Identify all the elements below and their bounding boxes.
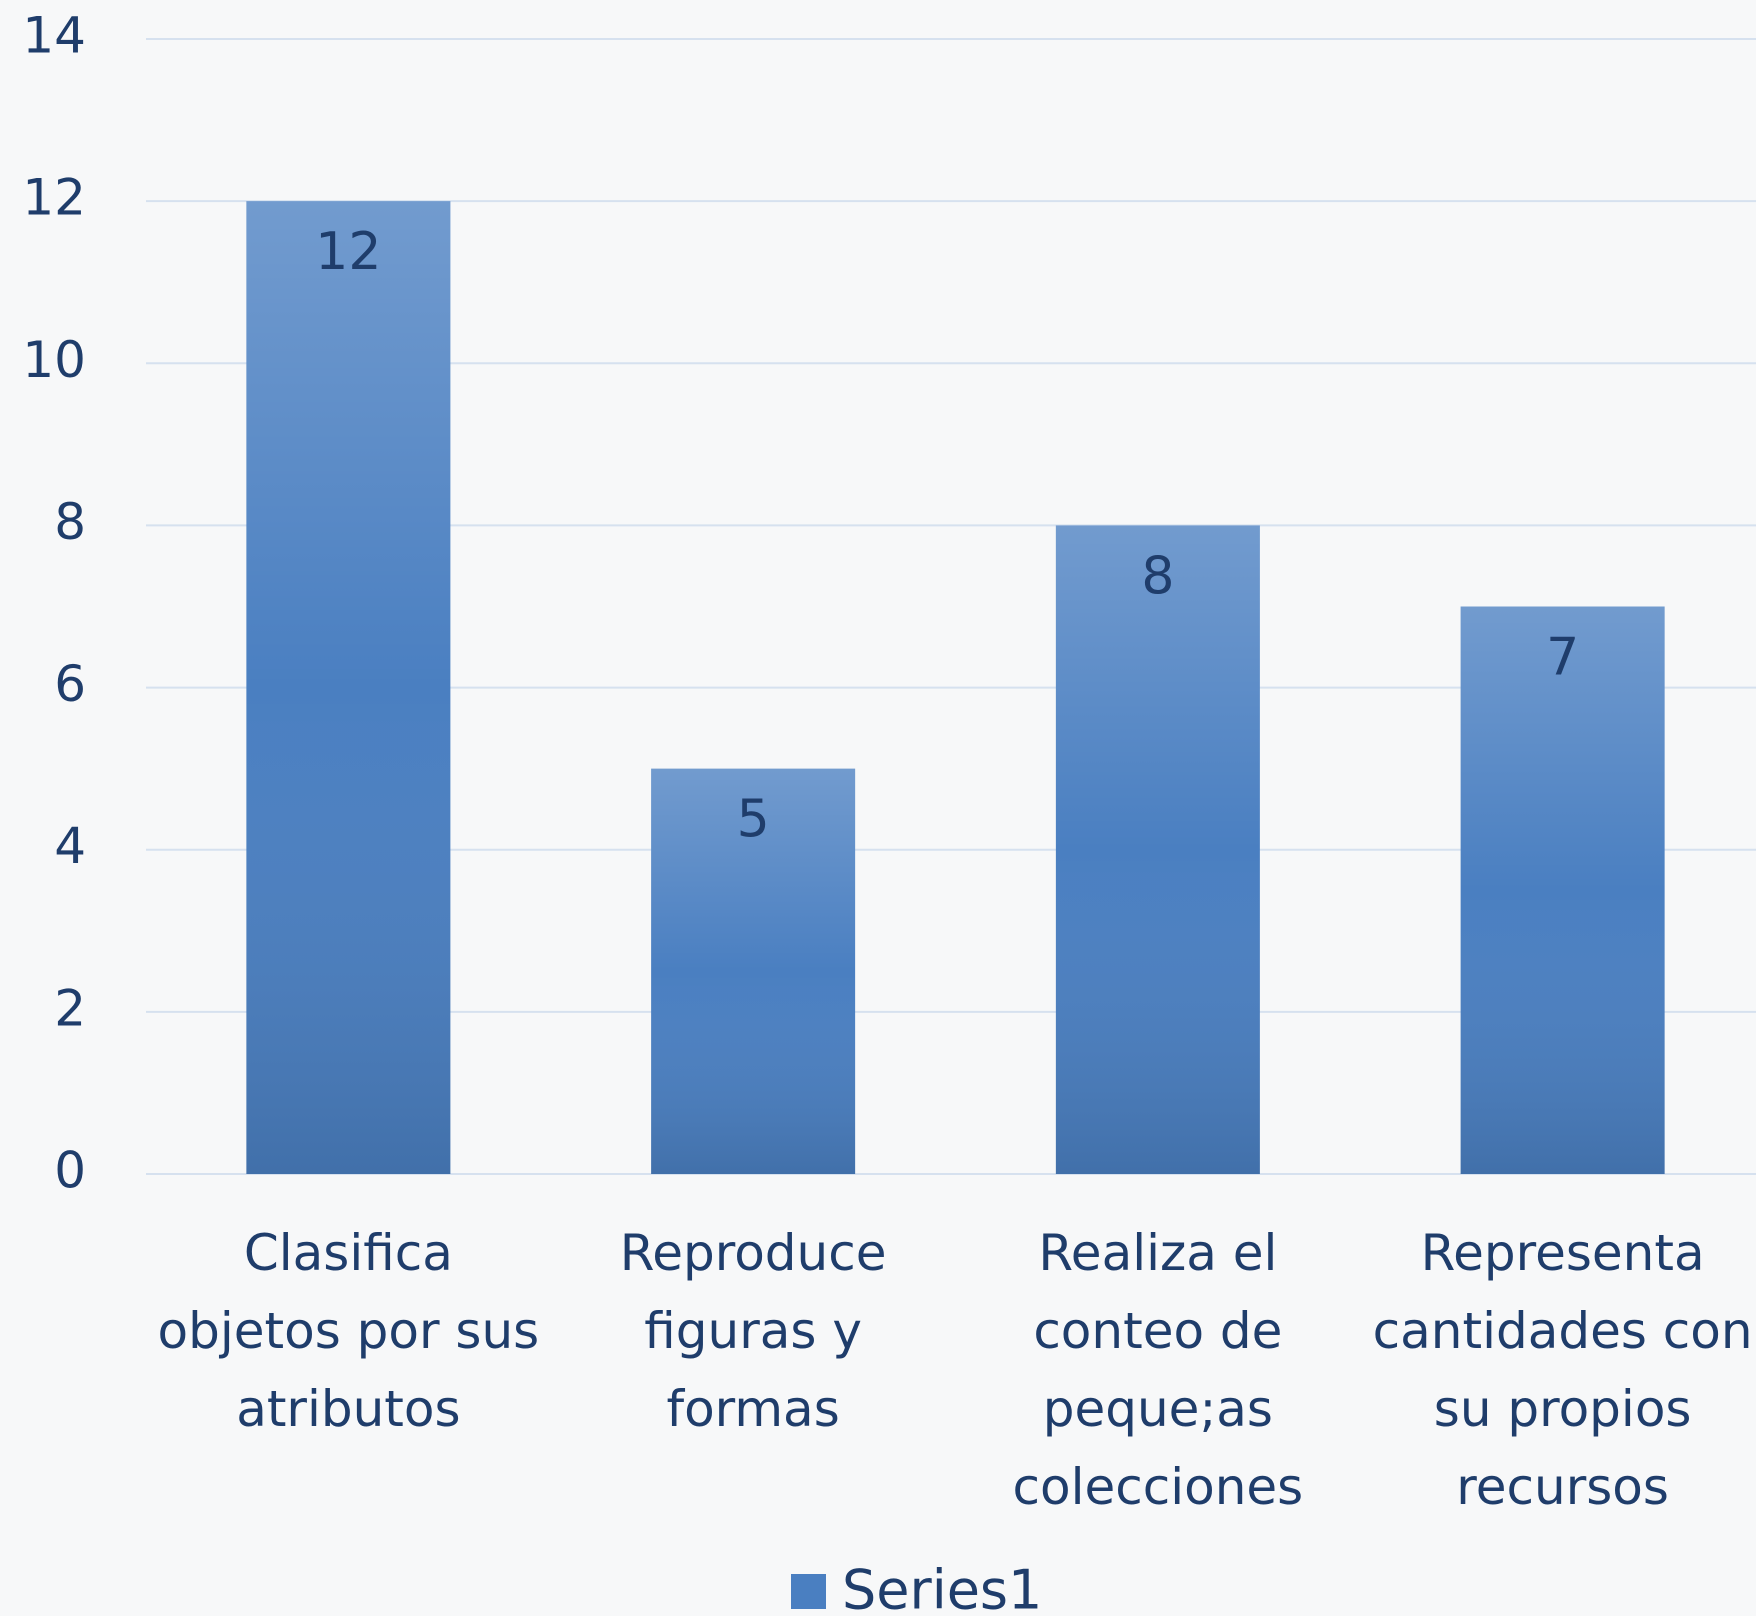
bar-shade (651, 768, 856, 1174)
y-tick-label: 10 (22, 331, 86, 389)
x-tick-label: Realiza el conteo de peque;as coleccione… (1012, 1224, 1304, 1516)
y-tick-label: 6 (54, 655, 86, 713)
legend-label: Series1 (842, 1559, 1042, 1616)
bar-shade (1460, 606, 1665, 1174)
data-label: 12 (315, 222, 381, 282)
x-tick-label: Clasifica objetos por sus atributos (157, 1224, 540, 1438)
y-tick-label: 0 (54, 1142, 86, 1200)
data-label: 5 (737, 790, 770, 850)
y-tick-label: 14 (22, 7, 86, 65)
y-tick-label: 4 (54, 817, 86, 875)
x-tick-label: Reproduce figuras y formas (619, 1224, 887, 1438)
y-tick-label: 12 (22, 169, 86, 227)
bar-shade (1055, 525, 1260, 1174)
y-tick-label: 8 (54, 493, 86, 551)
legend-swatch (791, 1574, 826, 1609)
x-tick-label: Representa cantidades con su propios rec… (1372, 1224, 1753, 1516)
data-label: 8 (1141, 546, 1174, 606)
bar-shade (246, 201, 451, 1175)
y-tick-label: 2 (54, 979, 86, 1037)
data-label: 7 (1546, 628, 1579, 688)
